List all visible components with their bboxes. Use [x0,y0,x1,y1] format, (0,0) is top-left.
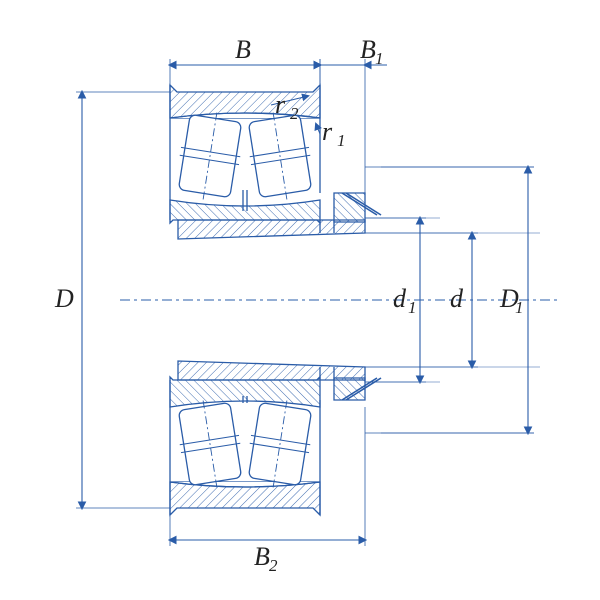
svg-text:1: 1 [515,298,524,317]
svg-text:1: 1 [375,49,384,68]
dim-label-r2: r [275,90,286,119]
svg-text:1: 1 [337,131,346,150]
svg-text:2: 2 [290,104,299,123]
dim-label-B2: B [254,542,270,571]
svg-text:2: 2 [269,556,278,575]
dim-label-D: D [54,284,74,313]
dim-label-B1: B [360,35,376,64]
dim-label-d1: d [393,284,407,313]
bearing-cross-section: DBB1B2d1dD1r2r1 [0,0,600,600]
dim-label-r1: r [322,117,333,146]
dim-label-d: d [450,284,464,313]
svg-text:1: 1 [408,298,417,317]
dim-label-B: B [235,35,251,64]
